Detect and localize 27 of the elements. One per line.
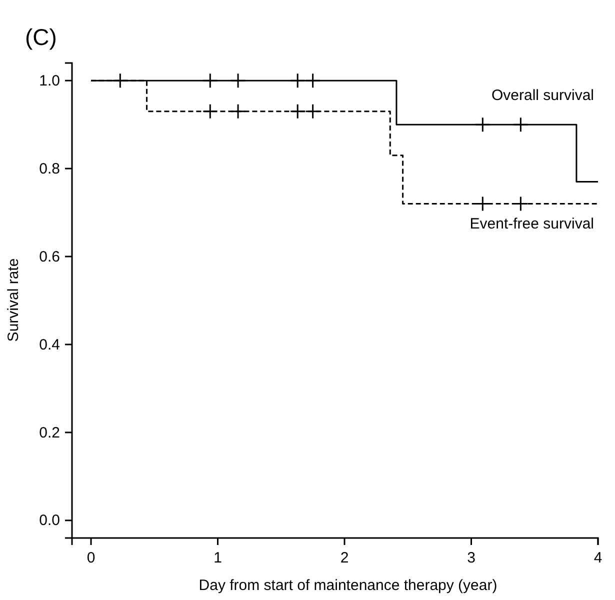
y-tick-label: 0.2 [39, 424, 60, 442]
y-axis-title: Survival rate [5, 258, 22, 342]
point [474, 116, 490, 132]
x-tick-label: 0 [86, 550, 96, 567]
x-tick-label: 3 [467, 550, 476, 567]
point [230, 104, 246, 120]
point [230, 72, 246, 88]
point [305, 104, 321, 120]
y-tick-label: 0.8 [39, 160, 60, 178]
point [202, 104, 218, 120]
x-tick-label: 1 [214, 550, 222, 567]
point [290, 72, 306, 88]
point [512, 116, 528, 132]
series-label: Event-free survival [470, 216, 594, 233]
point [290, 104, 306, 120]
y-tick-label: 0.4 [39, 336, 60, 354]
series-label: Overall survival [491, 86, 594, 104]
x-tick-label: 4 [594, 550, 602, 567]
y-tick-label: 0.0 [39, 512, 60, 530]
x-axis-title: Day from start of maintenance therapy (year) [198, 577, 498, 594]
point [305, 72, 321, 88]
point [112, 72, 128, 88]
y-tick-label: 0.6 [39, 248, 60, 266]
chart-title: (C) [25, 24, 57, 50]
x-tick-label: 2 [340, 550, 349, 567]
point [202, 72, 218, 88]
y-tick-label: 1.0 [39, 72, 60, 90]
